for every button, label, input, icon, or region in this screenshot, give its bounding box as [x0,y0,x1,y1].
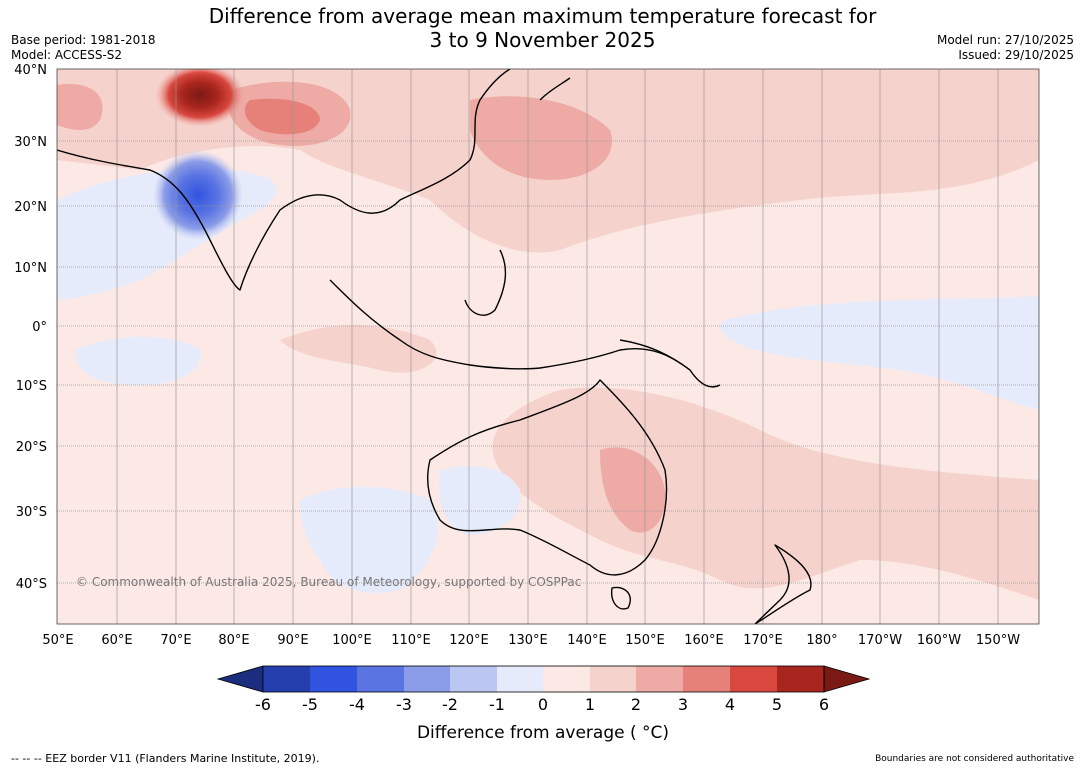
colorbar-tick: -1 [489,695,505,714]
lat-label: 40°S [16,577,47,592]
warm-patch-maritime [280,325,437,373]
cool-patch-south-indian [300,486,439,594]
colorbar-tick: 3 [678,695,688,714]
colorbar-tick: 2 [631,695,641,714]
lon-label: 120°E [449,633,489,648]
cool-patch-pacific-equator [720,296,1039,410]
lon-label: 90°E [277,633,308,648]
colorbar-swatch [404,666,450,692]
colorbar-swatch [777,666,824,692]
colorbar-label: Difference from average ( °C) [417,723,669,743]
cold-core-india [153,150,243,240]
lon-label: 70°E [160,633,191,648]
lon-label: 150°W [976,633,1020,648]
coastlines [57,69,812,624]
title-line-2: 3 to 9 November 2025 [429,28,656,52]
lon-label: 180° [806,633,837,648]
colorbar-swatch [310,666,357,692]
lat-label: 40°N [14,63,47,78]
colorbar-tick-labels: -6 -5 -4 -3 -2 -1 0 1 2 3 4 5 6 [255,695,829,714]
colorbar-tick: 5 [772,695,782,714]
warm-patch-china [470,96,612,180]
colorbar-tick: -4 [349,695,365,714]
chart-title: Difference from average mean maximum tem… [0,4,1085,52]
lat-label: 30°N [14,135,47,150]
model-info: Base period: 1981-2018 Model: ACCESS-S2 [11,33,156,63]
lon-label: 50°E [42,633,73,648]
lat-label: 10°N [14,261,47,276]
warm-core-tibet [244,98,320,135]
warm-patch-middle-east [57,84,103,130]
map-frame [56,68,1040,625]
cool-patch-indian-ocean [75,336,201,385]
colorbar-tick: 6 [819,695,829,714]
colorbar-swatch [636,666,683,692]
colorbar-swatch [683,666,730,692]
colorbar-tick: 4 [725,695,735,714]
lon-label: 60°E [101,633,132,648]
model-run-date: Model run: 27/10/2025 [936,33,1074,47]
lon-label: 150°E [625,633,665,648]
base-period: Base period: 1981-2018 [11,33,156,47]
colorbar-tick: 0 [538,695,548,714]
lon-label: 170°W [858,633,902,648]
colorbar-over-arrow [823,665,871,693]
colorbar-swatch [263,666,310,692]
copyright-notice: © Commonwealth of Australia 2025, Bureau… [76,575,581,589]
warm-patch-nsw [600,447,666,533]
japan-coast [539,77,571,101]
colorbar-tick: -6 [255,695,271,714]
australia-coast [427,379,668,576]
colorbar-under-arrow [216,665,264,693]
colorbar-swatch [497,666,543,692]
colorbar-swatch [730,666,777,692]
colorbar-swatch [450,666,497,692]
issued-date: Issued: 29/10/2025 [958,48,1074,62]
lon-label: 80°E [218,633,249,648]
new-guinea-coast [619,339,721,388]
colorbar-swatch [357,666,404,692]
longitude-labels: 50°E 60°E 70°E 80°E 90°E 100°E 110°E 120… [42,633,1020,648]
new-zealand-coast [754,544,812,624]
colorbar-swatch [590,666,636,692]
lon-label: 130°E [508,633,548,648]
lon-label: 170°E [743,633,783,648]
colorbar [216,665,871,693]
boundaries-disclaimer: Boundaries are not considered authoritat… [875,754,1074,764]
lon-label: 160°W [917,633,961,648]
cool-patch-wa [438,466,521,535]
title-line-1: Difference from average mean maximum tem… [208,4,877,28]
lon-label: 110°E [391,633,431,648]
colorbar-tick: 1 [585,695,595,714]
latitude-labels: 40°N 30°N 20°N 10°N 0° 10°S 20°S 30°S 40… [14,63,47,592]
colorbar-swatch [543,666,590,692]
lat-label: 20°N [14,200,47,215]
lon-label: 160°E [684,633,724,648]
colorbar-tick: -5 [302,695,318,714]
colorbar-tick: -2 [442,695,458,714]
asia-coast [57,69,511,291]
philippines-coast [464,249,507,316]
model-name: Model: ACCESS-S2 [11,48,123,62]
lat-label: 10°S [16,379,47,394]
tasmania-coast [611,586,631,610]
colorbar-tick: -3 [396,695,412,714]
lon-label: 100°E [332,633,372,648]
lon-label: 140°E [567,633,607,648]
eez-note: -- -- -- EEZ border V11 (Flanders Marine… [11,752,320,765]
run-info: Model run: 27/10/2025 Issued: 29/10/2025 [937,33,1074,63]
anomaly-field [57,69,1039,624]
indonesia-coast [329,279,691,371]
warm-patch-australia-east [492,387,1039,600]
lat-label: 20°S [16,440,47,455]
lat-label: 30°S [16,505,47,520]
lat-label: 0° [32,320,47,335]
hot-core-himalaya [155,69,245,127]
